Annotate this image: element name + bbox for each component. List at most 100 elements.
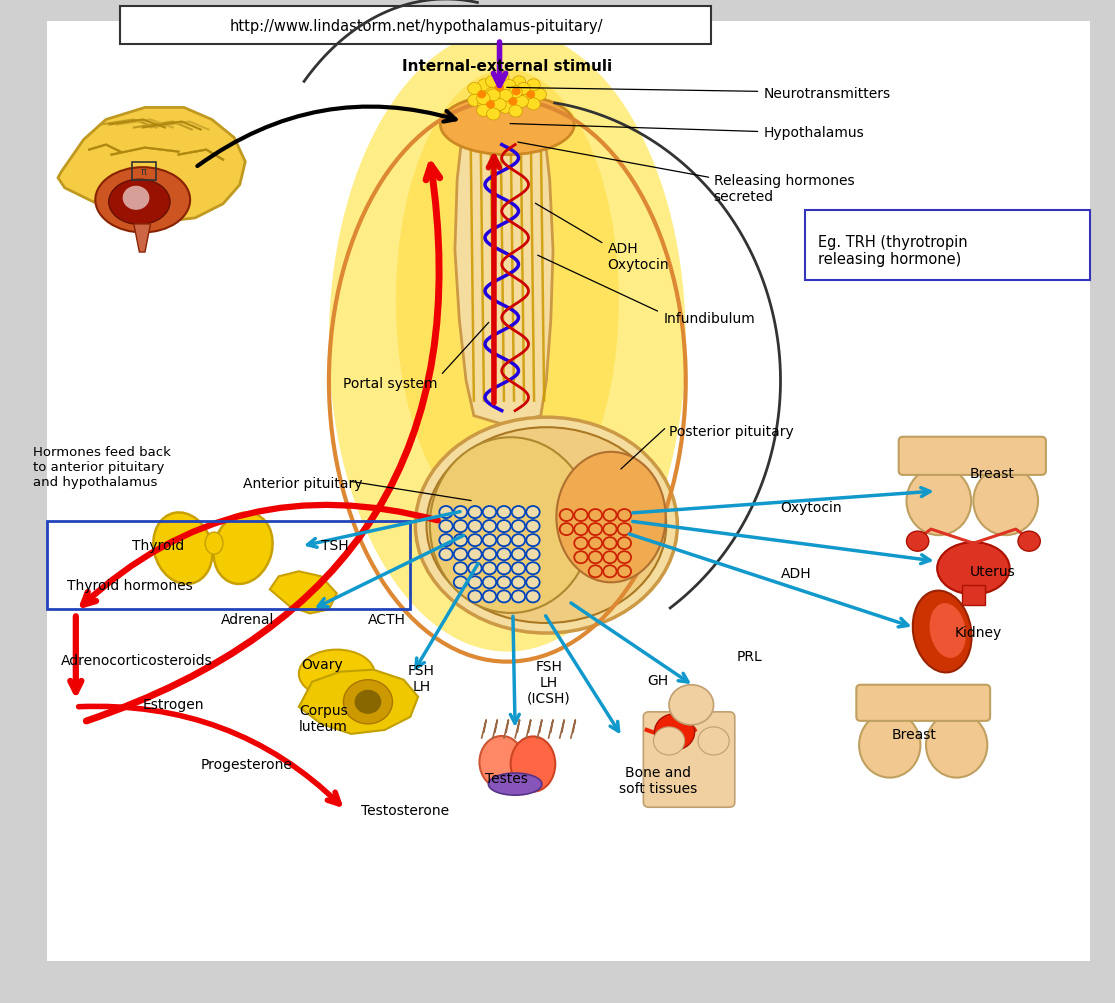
Circle shape xyxy=(512,591,525,603)
Circle shape xyxy=(483,549,496,561)
Text: Kidney: Kidney xyxy=(954,625,1001,639)
Circle shape xyxy=(574,538,588,550)
Text: Corpus
luteum: Corpus luteum xyxy=(299,703,348,733)
Circle shape xyxy=(454,563,467,575)
Circle shape xyxy=(486,76,500,88)
Circle shape xyxy=(512,535,525,547)
Text: FSH
LH
(ICSH): FSH LH (ICSH) xyxy=(526,659,571,705)
Circle shape xyxy=(468,521,482,533)
Circle shape xyxy=(454,577,467,589)
Circle shape xyxy=(497,563,511,575)
Text: π: π xyxy=(140,166,147,177)
Circle shape xyxy=(512,577,525,589)
FancyBboxPatch shape xyxy=(47,22,1090,961)
Circle shape xyxy=(603,538,617,550)
Circle shape xyxy=(497,507,511,519)
Circle shape xyxy=(603,566,617,578)
Circle shape xyxy=(512,549,525,561)
Text: ACTH: ACTH xyxy=(368,613,406,627)
Circle shape xyxy=(477,91,486,99)
Circle shape xyxy=(533,89,546,101)
Text: Uterus: Uterus xyxy=(969,565,1016,579)
Text: Ovary: Ovary xyxy=(301,657,342,671)
Ellipse shape xyxy=(906,467,971,536)
Ellipse shape xyxy=(153,513,213,585)
Polygon shape xyxy=(455,130,553,426)
Circle shape xyxy=(493,99,506,111)
Circle shape xyxy=(589,538,602,550)
Circle shape xyxy=(1018,532,1040,552)
Circle shape xyxy=(603,524,617,536)
Circle shape xyxy=(517,83,531,95)
Circle shape xyxy=(355,690,381,714)
Circle shape xyxy=(906,532,929,552)
Ellipse shape xyxy=(329,30,686,652)
Circle shape xyxy=(484,89,497,101)
Circle shape xyxy=(497,549,511,561)
Ellipse shape xyxy=(299,650,375,698)
Circle shape xyxy=(574,524,588,536)
Circle shape xyxy=(512,563,525,575)
Circle shape xyxy=(468,563,482,575)
Ellipse shape xyxy=(973,467,1038,536)
Circle shape xyxy=(483,563,496,575)
Circle shape xyxy=(497,521,511,533)
Circle shape xyxy=(508,106,522,118)
Circle shape xyxy=(497,591,511,603)
Circle shape xyxy=(526,507,540,519)
Ellipse shape xyxy=(205,533,223,555)
Circle shape xyxy=(468,549,482,561)
Text: http://www.lindastorm.net/hypothalamus-pituitary/: http://www.lindastorm.net/hypothalamus-p… xyxy=(230,19,602,33)
Circle shape xyxy=(526,591,540,603)
Text: Infundibulum: Infundibulum xyxy=(663,312,755,326)
Circle shape xyxy=(603,552,617,564)
Circle shape xyxy=(589,510,602,522)
Circle shape xyxy=(517,95,531,107)
Polygon shape xyxy=(299,670,418,734)
Circle shape xyxy=(468,95,482,107)
Circle shape xyxy=(503,92,516,104)
Circle shape xyxy=(618,524,631,536)
Circle shape xyxy=(468,535,482,547)
Ellipse shape xyxy=(416,417,677,634)
Text: Thyroid: Thyroid xyxy=(132,539,184,553)
Ellipse shape xyxy=(109,180,169,225)
Ellipse shape xyxy=(859,712,920,778)
Circle shape xyxy=(439,521,453,533)
Text: Posterior pituitary: Posterior pituitary xyxy=(669,424,794,438)
Text: Releasing hormones
secreted: Releasing hormones secreted xyxy=(714,174,854,204)
Circle shape xyxy=(468,591,482,603)
Circle shape xyxy=(526,79,540,91)
Bar xyxy=(132,162,156,181)
Ellipse shape xyxy=(556,452,666,583)
Text: Breast: Breast xyxy=(970,466,1015,480)
Circle shape xyxy=(483,577,496,589)
Circle shape xyxy=(497,535,511,547)
Circle shape xyxy=(477,105,491,117)
Circle shape xyxy=(483,507,496,519)
Circle shape xyxy=(589,566,602,578)
Ellipse shape xyxy=(479,736,524,788)
Circle shape xyxy=(439,549,453,561)
Circle shape xyxy=(618,538,631,550)
Circle shape xyxy=(574,552,588,564)
Circle shape xyxy=(486,101,495,109)
Circle shape xyxy=(495,84,504,92)
Text: Progesterone: Progesterone xyxy=(201,757,292,771)
Circle shape xyxy=(497,577,511,589)
Circle shape xyxy=(454,521,467,533)
Text: Estrogen: Estrogen xyxy=(143,697,204,711)
Ellipse shape xyxy=(488,773,542,795)
Circle shape xyxy=(486,88,500,100)
Circle shape xyxy=(477,79,491,91)
Circle shape xyxy=(468,577,482,589)
Text: Oxytocin: Oxytocin xyxy=(780,500,842,515)
Circle shape xyxy=(483,535,496,547)
Circle shape xyxy=(589,524,602,536)
Circle shape xyxy=(560,510,573,522)
Polygon shape xyxy=(134,225,151,253)
Circle shape xyxy=(343,680,392,724)
Text: Anterior pituitary: Anterior pituitary xyxy=(243,476,362,490)
Circle shape xyxy=(483,591,496,603)
Text: Bone and
soft tissues: Bone and soft tissues xyxy=(619,765,697,795)
